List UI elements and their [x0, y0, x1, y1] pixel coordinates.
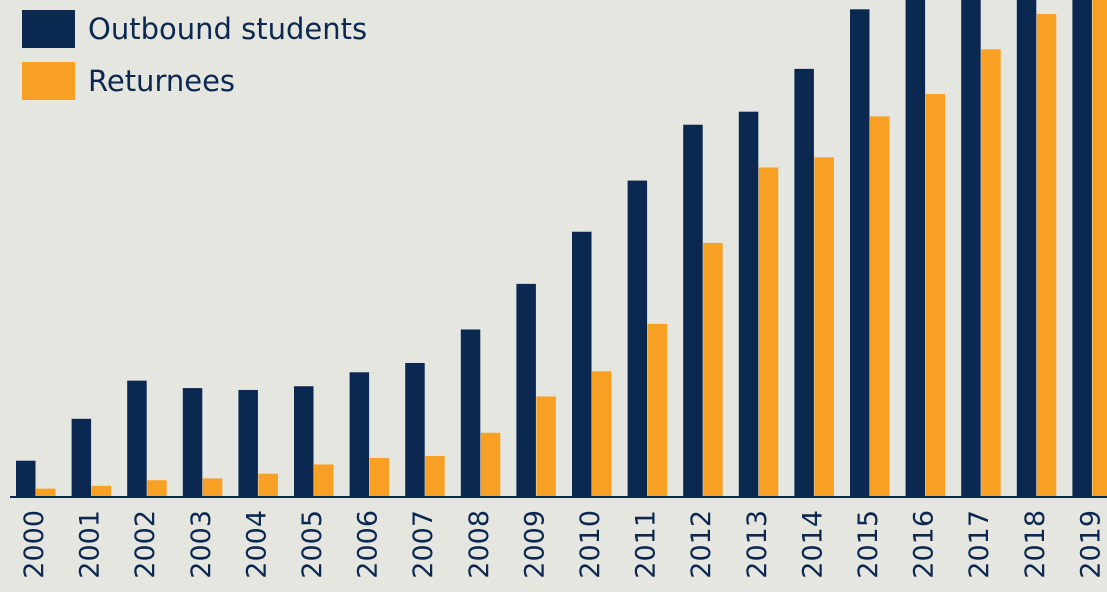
bar [592, 371, 612, 497]
bar [16, 460, 36, 497]
x-tick-label: 2005 [297, 510, 328, 579]
bar [536, 396, 556, 497]
bar [814, 157, 834, 497]
x-tick-label: 2016 [909, 510, 940, 579]
plot-area [16, 0, 1107, 497]
bar [794, 68, 814, 497]
bar [905, 0, 926, 497]
legend-label: Outbound students [88, 12, 367, 46]
bar [870, 116, 890, 497]
x-tick-label: 2018 [1020, 510, 1051, 579]
x-tick-label: 2019 [1075, 510, 1106, 579]
x-tick-label: 2009 [519, 510, 550, 579]
bar [647, 323, 668, 497]
x-tick-label: 2017 [964, 510, 995, 579]
bar [425, 456, 445, 497]
x-tick-label: 2002 [130, 510, 161, 579]
bar [294, 386, 314, 497]
bar [1036, 13, 1057, 497]
bar [925, 94, 946, 497]
bar [202, 478, 223, 497]
bar [405, 362, 425, 497]
bar [91, 485, 112, 497]
bar [460, 329, 481, 497]
bar [572, 231, 592, 497]
x-tick-label: 2013 [742, 510, 773, 579]
x-tick-label: 2011 [631, 510, 662, 579]
bar [738, 111, 759, 497]
bar [258, 473, 278, 497]
legend-swatch [22, 10, 75, 48]
x-tick-label: 2003 [186, 510, 217, 579]
bar [981, 49, 1001, 497]
x-tick-label: 2000 [19, 510, 50, 579]
legend-swatch [22, 62, 75, 100]
bar [238, 389, 258, 497]
x-tick-label: 2010 [575, 510, 606, 579]
bar [627, 180, 648, 497]
x-tick-label: 2015 [853, 510, 884, 579]
bar [850, 9, 870, 497]
bar [71, 418, 92, 497]
bar [703, 242, 723, 497]
bar [480, 432, 501, 497]
bar [1092, 0, 1107, 497]
x-tick-label: 2008 [464, 510, 495, 579]
bar [349, 372, 370, 497]
bar [758, 167, 779, 497]
bar [36, 488, 56, 497]
bar [314, 464, 334, 497]
x-tick-label: 2014 [797, 510, 828, 579]
bar [683, 124, 703, 497]
legend-label: Returnees [88, 64, 235, 98]
x-tick-label: 2012 [686, 510, 717, 579]
bar [516, 283, 536, 497]
x-tick-label: 2001 [75, 510, 106, 579]
bar [1016, 0, 1037, 497]
x-tick-label: 2006 [353, 510, 384, 579]
bar [147, 480, 167, 497]
bar [127, 380, 147, 497]
bar [369, 457, 390, 497]
bar [961, 0, 981, 497]
x-tick-label: 2004 [241, 510, 272, 579]
bar [1072, 0, 1092, 497]
x-tick-label: 2007 [408, 510, 439, 579]
bar [182, 388, 203, 497]
